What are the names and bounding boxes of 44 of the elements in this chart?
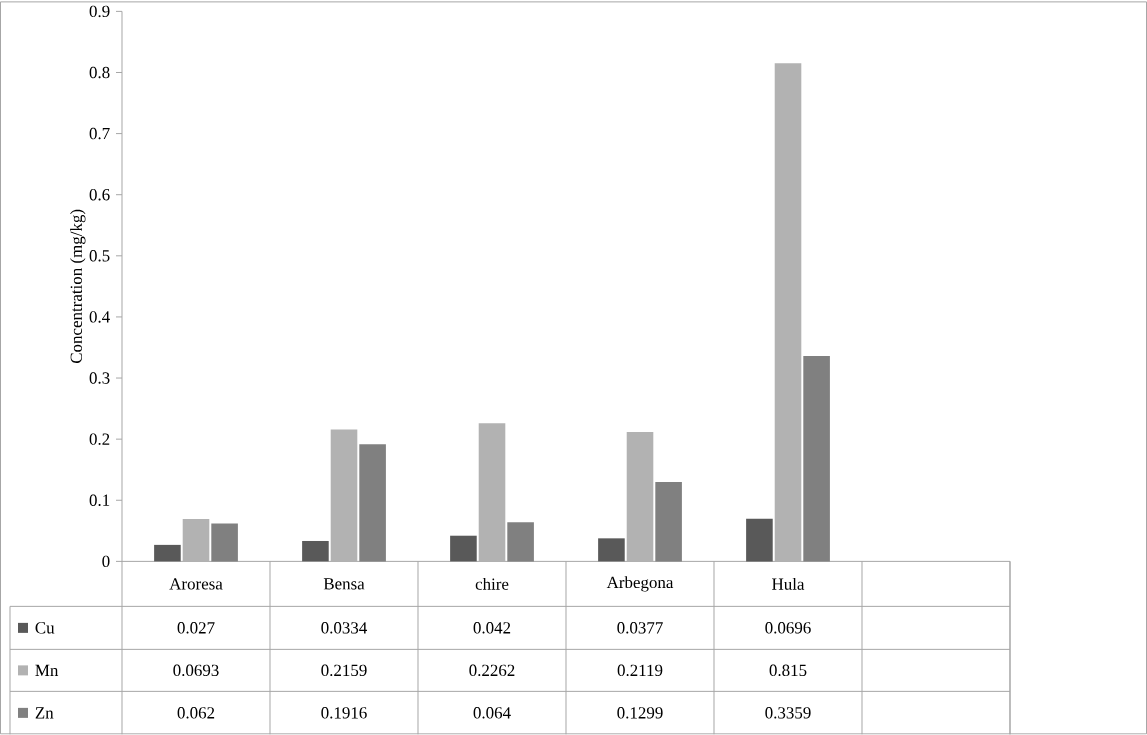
data-label: 0.3359: [765, 707, 811, 719]
data-label: 0.027: [177, 622, 215, 634]
y-tick-label: 0.3: [89, 372, 110, 384]
x-tick-label: Bensa: [323, 578, 365, 590]
y-tick-label: 0.6: [89, 189, 110, 201]
y-tick-label: 0.2: [89, 433, 110, 445]
bar: [211, 523, 238, 562]
y-tick-label: 0.4: [89, 311, 110, 323]
x-tick-label: Aroresa: [169, 578, 223, 590]
data-label: 0.0377: [617, 622, 663, 634]
data-label: 0.2159: [321, 664, 367, 677]
bar: [154, 544, 181, 562]
y-tick-label: 0.5: [89, 250, 110, 262]
bar: [302, 541, 329, 562]
bar: [598, 538, 625, 562]
legend-label: Zn: [35, 707, 54, 719]
y-tick-label: 0.1: [89, 494, 110, 507]
y-axis-title: Concentration (mg/kg): [70, 209, 86, 364]
data-label: 0.1916: [321, 707, 367, 719]
data-label: 0.042: [473, 622, 511, 634]
x-tick-label: Hula: [772, 577, 805, 590]
data-label: 0.062: [177, 707, 215, 719]
legend-label: Mn: [35, 664, 59, 676]
y-tick-label: 0.8: [89, 66, 110, 79]
data-label: 0.2119: [617, 664, 663, 677]
data-label: 0.064: [473, 707, 511, 719]
bar: [359, 444, 386, 562]
data-label: 0.0334: [321, 622, 368, 634]
data-label: 0.1299: [617, 707, 663, 719]
x-tick-label: Arbegona: [606, 576, 674, 592]
y-tick-label: 0: [102, 555, 110, 568]
x-tick-label: chire: [475, 577, 509, 590]
bar: [450, 535, 477, 562]
y-tick-label: 0.9: [89, 5, 110, 18]
legend-label: Cu: [35, 622, 55, 634]
bar: [507, 522, 534, 562]
data-label: 0.0696: [765, 622, 811, 634]
data-label: 0.0693: [173, 664, 219, 677]
data-label: 0.2262: [469, 664, 515, 677]
bar: [655, 482, 682, 562]
data-label: 0.815: [769, 664, 807, 677]
bar: [746, 518, 773, 562]
bar: [803, 356, 830, 562]
y-tick-label: 0.7: [89, 127, 110, 140]
